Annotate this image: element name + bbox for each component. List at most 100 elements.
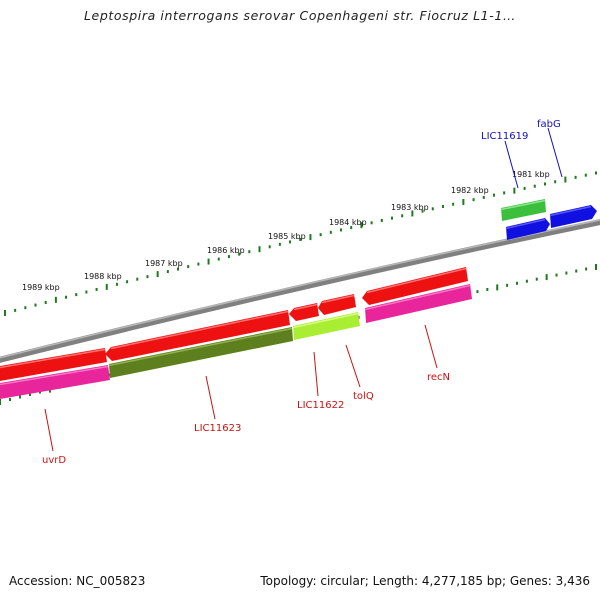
outer-minor-tick [533, 184, 536, 188]
inner-major-tick [496, 284, 499, 291]
inner-major-tick [545, 274, 548, 281]
gene-label-lic11623: LIC11623 [194, 423, 241, 434]
backbone-circle [0, 218, 600, 363]
outer-minor-tick [340, 228, 343, 232]
outer-minor-tick [554, 180, 557, 184]
outer-minor-tick [401, 214, 404, 218]
outer-minor-tick [370, 221, 373, 225]
gene-feature-recn-cog [365, 284, 472, 323]
outer-minor-tick [543, 182, 546, 186]
inner-minor-tick [476, 290, 479, 294]
outer-minor-tick [319, 233, 322, 237]
gene-label-fabg: fabG [537, 119, 561, 130]
outer-minor-tick [248, 250, 251, 254]
gene-feature-tolq-cog [293, 312, 360, 340]
outer-minor-tick [523, 186, 526, 190]
inner-minor-tick [18, 395, 21, 399]
outer-major-tick [156, 271, 159, 278]
gene-feature-lic11623-cog-shine [108, 327, 293, 367]
outer-major-tick [564, 176, 567, 183]
outer-minor-tick [441, 205, 444, 209]
kbp-label-1986: 1986 kbp [207, 246, 245, 255]
kbp-label-1981: 1981 kbp [512, 170, 550, 179]
gene-label-lic11619: LIC11619 [481, 131, 528, 142]
outer-minor-tick [390, 216, 393, 220]
outer-minor-tick [452, 202, 455, 206]
gene-feature-tolq-cds [318, 294, 356, 315]
kbp-label-1984: 1984 kbp [329, 218, 367, 227]
outer-minor-tick [289, 240, 292, 244]
inner-major-tick [0, 399, 1, 405]
outer-minor-tick [472, 198, 475, 202]
outer-minor-tick [227, 255, 230, 259]
inner-minor-tick [8, 398, 11, 402]
genome-summary: Topology: circular; Length: 4,277,185 bp… [260, 574, 590, 588]
kbp-scale-labels: 1981 kbp 1982 kbp 1983 kbp 1984 kbp 1985 kbp… [22, 170, 550, 292]
inner-minor-tick [585, 267, 588, 271]
outer-minor-tick [299, 238, 302, 241]
outer-major-tick [309, 234, 312, 241]
outer-minor-tick [574, 175, 577, 179]
leader-line-lic11622 [313, 351, 319, 397]
inner-minor-tick [486, 288, 489, 292]
outer-major-tick [411, 210, 414, 217]
gene-feature-lic11622-cds [289, 303, 319, 321]
kbp-label-1989: 1989 kbp [22, 283, 60, 292]
gene-feature-lic11623-cog [109, 327, 293, 378]
outer-major-tick [54, 296, 57, 303]
leader-line-lic11619 [504, 140, 519, 189]
leader-line-fabg [547, 127, 563, 178]
outer-minor-tick [503, 191, 506, 195]
outer-minor-tick [350, 226, 353, 230]
gene-label-leaders [44, 127, 563, 452]
outer-major-tick [360, 222, 363, 229]
gene-feature-uvrd-cog [0, 365, 110, 399]
gene-feature-lic11623-cds-shine [110, 310, 289, 350]
gene-feature-tolq-cog-shine [292, 312, 359, 329]
outer-minor-tick [85, 290, 88, 294]
leader-line-uvrd [44, 408, 54, 452]
gene-feature-uvrd-cog-shine [0, 365, 109, 386]
inner-minor-tick [506, 283, 509, 287]
gene-label-tolq: tolQ [353, 391, 374, 402]
outer-minor-tick [431, 207, 434, 211]
outer-minor-tick [75, 293, 78, 297]
inner-minor-tick [555, 273, 558, 277]
outer-tick-track [4, 171, 597, 316]
outer-minor-tick [492, 193, 495, 197]
kbp-label-1987: 1987 kbp [145, 259, 183, 268]
gene-feature-recn-cog-shine [364, 284, 471, 311]
gene-feature-tolq-cds-shine [321, 294, 355, 304]
page-title: Leptospira interrogans serovar Copenhage… [83, 8, 517, 23]
kbp-label-1988: 1988 kbp [84, 272, 122, 281]
gene-feature-lic11619-cog-shine [500, 199, 546, 211]
inner-minor-tick [575, 269, 578, 273]
gene-feature-recn-cds [362, 267, 468, 305]
leader-line-lic11623 [205, 375, 216, 420]
outer-minor-tick [217, 257, 220, 261]
outer-minor-tick [146, 275, 149, 279]
inner-minor-tick [515, 281, 518, 285]
outer-major-tick [258, 246, 261, 253]
kbp-label-1985: 1985 kbp [268, 232, 306, 241]
kbp-label-1982: 1982 kbp [451, 186, 489, 195]
outer-minor-tick [329, 230, 332, 234]
outer-minor-tick [126, 280, 129, 284]
outer-minor-tick [197, 262, 200, 266]
outer-minor-tick [595, 171, 597, 175]
gene-feature-lic11619-cds-shine [505, 218, 546, 230]
outer-minor-tick [166, 270, 169, 274]
gene-labels: fabG LIC11619 recN tolQ LIC11622 LIC11623 uvrD [42, 119, 561, 466]
gene-feature-uvrd-cds [0, 348, 107, 381]
outer-minor-tick [44, 300, 47, 304]
outer-minor-tick [34, 303, 37, 307]
inner-major-tick [595, 264, 597, 270]
inner-minor-tick [525, 279, 528, 283]
gene-feature-lic11619-cog [501, 199, 546, 221]
gene-feature-lic11622-cds-shine [293, 303, 318, 311]
outer-minor-tick [421, 209, 424, 213]
gene-feature-lic11623-cds [105, 310, 290, 361]
accession-info: Accession: NC_005823 [9, 574, 146, 588]
outer-minor-tick [136, 277, 139, 281]
